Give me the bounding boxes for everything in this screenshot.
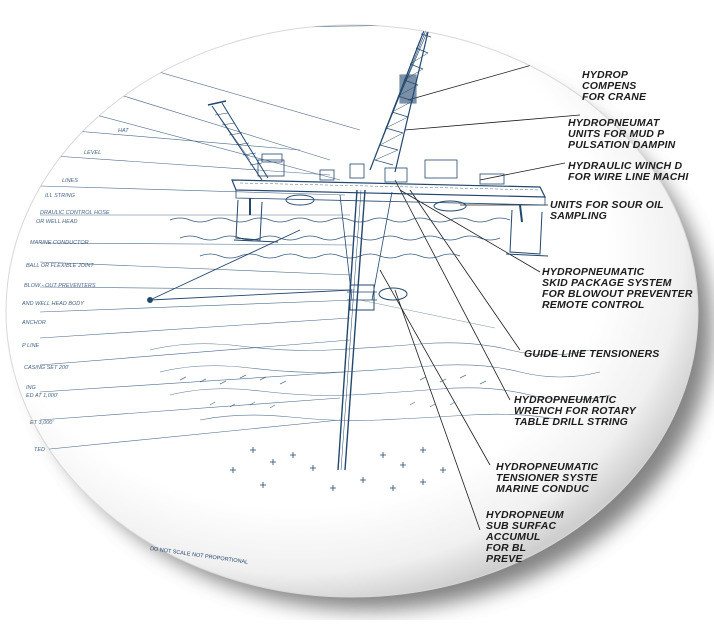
callout-crane-compensator: HYDROP COMPENS FOR CRANE [582,70,646,103]
bedrock-crosses [230,447,446,491]
anchor-lines [147,229,496,329]
callout-skid-package: HYDROPNEUMATIC SKID PACKAGE SYSTEM FOR B… [542,267,693,311]
left-label: MARINE CONDUCTOR [30,240,89,246]
left-label: ING [26,385,36,391]
callout-tensioner: HYDROPNEUMATIC TENSIONER SYSTE MARINE CO… [496,462,598,495]
callout-mud-pump: HYDROPNEUMAT UNITS FOR MUD P PULSATION D… [568,118,675,151]
callout-line: UNITS FOR MUD P [568,128,665,140]
left-label: DRAULIC CONTROL HOSE [40,210,110,216]
callout-line: UNITS FOR SOUR OIL [550,199,664,211]
callout-line: WRENCH FOR ROTARY [514,405,637,417]
callout-sour-oil: UNITS FOR SOUR OIL SAMPLING [550,200,664,222]
callout-line: SUB SURFAC [486,520,557,532]
callout-line: FOR WIRE LINE MACHI [568,171,689,183]
callout-line: GUIDE LINE TENSIONERS [524,348,660,360]
left-label: LINES [62,178,78,184]
derrick [369,25,433,173]
riser [337,189,408,471]
callout-guide-line: GUIDE LINE TENSIONERS [524,349,659,360]
pontoons [233,199,549,257]
left-label: LEVEL [84,150,102,156]
left-label: CASING SET 200' [24,365,70,371]
waves [169,217,511,259]
disc [5,24,699,598]
left-label: OR WELL HEAD [36,219,78,225]
callout-line: HYDROPNEUMATIC [514,394,617,406]
left-label: ET 3,000' [30,420,54,426]
callout-line: PREVE [486,553,523,565]
callout-line: TABLE DRILL STRING [514,416,629,428]
callout-line: TENSIONER SYSTE [496,472,598,484]
callout-line: FOR CRANE [582,91,647,103]
callout-line: COMPENS [582,80,637,92]
callout-line: HYDROPNEUMATIC [542,266,645,278]
left-label: BLOW - OUT PREVENTERS [24,283,96,289]
left-label: BALL OR FLEXIBLE JOINT [26,263,94,269]
left-label: P LINE [22,343,40,349]
left-label: ILL STRING [45,193,75,199]
left-label: TED [34,447,45,453]
callout-wrench: HYDROPNEUMATIC WRENCH FOR ROTARY TABLE D… [514,395,636,428]
left-label: AND WELL HEAD BODY [22,301,84,307]
callout-line: HYDROP [582,69,629,81]
left-label: ANCHOR [22,320,46,326]
callout-line: FOR BLOWOUT PREVENTER [542,288,693,300]
left-label: HAT [118,128,129,134]
callout-line: PULSATION DAMPIN [568,139,676,151]
left-label: ED AT 1,000' [26,393,58,399]
callout-accumulator: HYDROPNEUM SUB SURFAC ACCUMUL FOR BL PRE… [486,510,564,565]
right-leader-lines [379,51,581,531]
left-leader-lines [39,25,421,451]
callout-line: HYDROPNEUM [486,509,564,521]
callout-line: MARINE CONDUC [496,483,590,495]
callout-line: FOR BL [486,542,527,554]
sediment-layers [149,342,611,421]
callout-line: ACCUMUL [486,531,541,543]
callout-line: REMOTE CONTROL [542,299,645,311]
callout-line: HYDROPNEUMATIC [496,461,599,473]
left-crane [207,100,269,181]
callout-line: SAMPLING [550,210,608,222]
callout-line: HYDROPNEUMAT [568,117,660,129]
callout-winch: HYDRAULIC WINCH D FOR WIRE LINE MACHI [568,161,688,183]
deck [231,153,546,223]
callout-line: HYDRAULIC WINCH D [568,160,683,172]
callout-line: SKID PACKAGE SYSTEM [542,277,672,289]
